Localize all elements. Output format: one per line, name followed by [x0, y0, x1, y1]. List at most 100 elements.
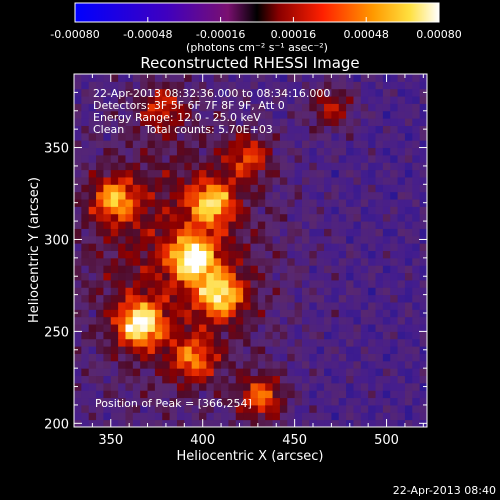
heatmap-cell: [184, 235, 193, 244]
heatmap-cell: [375, 147, 384, 156]
heatmap-cell: [228, 206, 237, 215]
heatmap-cell: [257, 213, 266, 222]
heatmap-cell: [154, 309, 163, 318]
heatmap-cell: [162, 125, 171, 134]
heatmap-cell: [140, 176, 149, 185]
heatmap-cell: [272, 294, 281, 303]
heatmap-cell: [243, 243, 251, 251]
heatmap-cell: [397, 279, 406, 288]
heatmap-cell: [199, 257, 207, 266]
heatmap-cell: [397, 338, 406, 347]
heatmap-cell: [228, 390, 237, 399]
heatmap-cell: [118, 199, 126, 207]
heatmap-cell: [243, 272, 251, 281]
heatmap-cell: [221, 184, 229, 193]
heatmap-cell: [338, 213, 347, 222]
heatmap-cell: [206, 301, 215, 310]
heatmap-cell: [287, 279, 296, 288]
heatmap-cell: [419, 412, 427, 421]
heatmap-cell: [147, 154, 156, 163]
heatmap-cell: [206, 118, 215, 126]
heatmap-cell: [118, 88, 126, 97]
heatmap-cell: [206, 103, 215, 112]
heatmap-cell: [103, 243, 112, 251]
heatmap-cell: [235, 316, 244, 325]
heatmap-cell: [154, 169, 163, 178]
heatmap-cell: [191, 147, 200, 156]
heatmap-cell: [235, 257, 244, 266]
heatmap-cell: [272, 250, 281, 259]
heatmap-cell: [346, 324, 354, 332]
heatmap-cell: [360, 176, 369, 185]
heatmap-cell: [382, 140, 391, 149]
heatmap-cell: [140, 257, 149, 266]
heatmap-cell: [346, 132, 354, 141]
heatmap-cell: [235, 81, 244, 90]
heatmap-cell: [419, 169, 427, 178]
heatmap-cell: [375, 81, 384, 90]
heatmap-cell: [346, 338, 354, 347]
heatmap-cell: [368, 132, 377, 141]
heatmap-cell: [154, 213, 163, 222]
heatmap-cell: [375, 272, 384, 281]
heatmap-cell: [213, 368, 222, 377]
heatmap-cell: [162, 265, 171, 274]
heatmap-cell: [118, 375, 126, 384]
heatmap-cell: [206, 316, 215, 325]
heatmap-cell: [375, 353, 384, 362]
heatmap-cell: [404, 368, 413, 377]
heatmap-cell: [397, 265, 406, 274]
heatmap-cell: [221, 103, 229, 112]
heatmap-cell: [206, 257, 215, 266]
x-tick-label: 350: [98, 433, 123, 448]
heatmap-cell: [279, 309, 288, 318]
heatmap-cell: [176, 382, 185, 391]
heatmap-cell: [228, 221, 237, 229]
heatmap-cell: [184, 81, 193, 90]
heatmap-cell: [199, 338, 207, 347]
heatmap-cell: [176, 110, 185, 119]
heatmap-cell: [132, 191, 141, 200]
heatmap-cell: [162, 375, 171, 384]
heatmap-cell: [110, 316, 119, 325]
heatmap-cell: [81, 279, 90, 288]
heatmap-cell: [331, 419, 340, 427]
heatmap-cell: [375, 331, 384, 340]
heatmap-cell: [96, 390, 104, 399]
heatmap-cell: [324, 324, 332, 332]
heatmap-cell: [88, 88, 97, 97]
heatmap-cell: [191, 169, 200, 178]
heatmap-cell: [243, 412, 251, 421]
heatmap-cell: [309, 279, 318, 288]
heatmap-cell: [294, 147, 303, 156]
heatmap-cell: [147, 118, 156, 126]
heatmap-cell: [191, 154, 200, 163]
heatmap-cell: [88, 103, 97, 112]
heatmap-cell: [412, 316, 421, 325]
heatmap-cell: [353, 331, 362, 340]
heatmap-cell: [250, 390, 259, 399]
heatmap-cell: [110, 243, 119, 251]
heatmap-cell: [118, 132, 126, 141]
heatmap-cell: [397, 191, 406, 200]
heatmap-cell: [176, 221, 185, 229]
heatmap-cell: [360, 382, 369, 391]
heatmap-cell: [206, 206, 215, 215]
heatmap-cell: [147, 213, 156, 222]
heatmap-cell: [287, 338, 296, 347]
heatmap-cell: [125, 390, 134, 399]
heatmap-cell: [147, 353, 156, 362]
heatmap-cell: [221, 257, 229, 266]
heatmap-cell: [140, 110, 149, 119]
heatmap-cell: [110, 250, 119, 259]
heatmap-cell: [228, 353, 237, 362]
heatmap-cell: [199, 88, 207, 97]
heatmap-cell: [88, 272, 97, 281]
heatmap-cell: [397, 250, 406, 259]
heatmap-cell: [118, 294, 126, 303]
heatmap-cell: [412, 213, 421, 222]
heatmap-cell: [331, 228, 340, 237]
heatmap-cell: [272, 176, 281, 185]
heatmap-cell: [243, 140, 251, 149]
